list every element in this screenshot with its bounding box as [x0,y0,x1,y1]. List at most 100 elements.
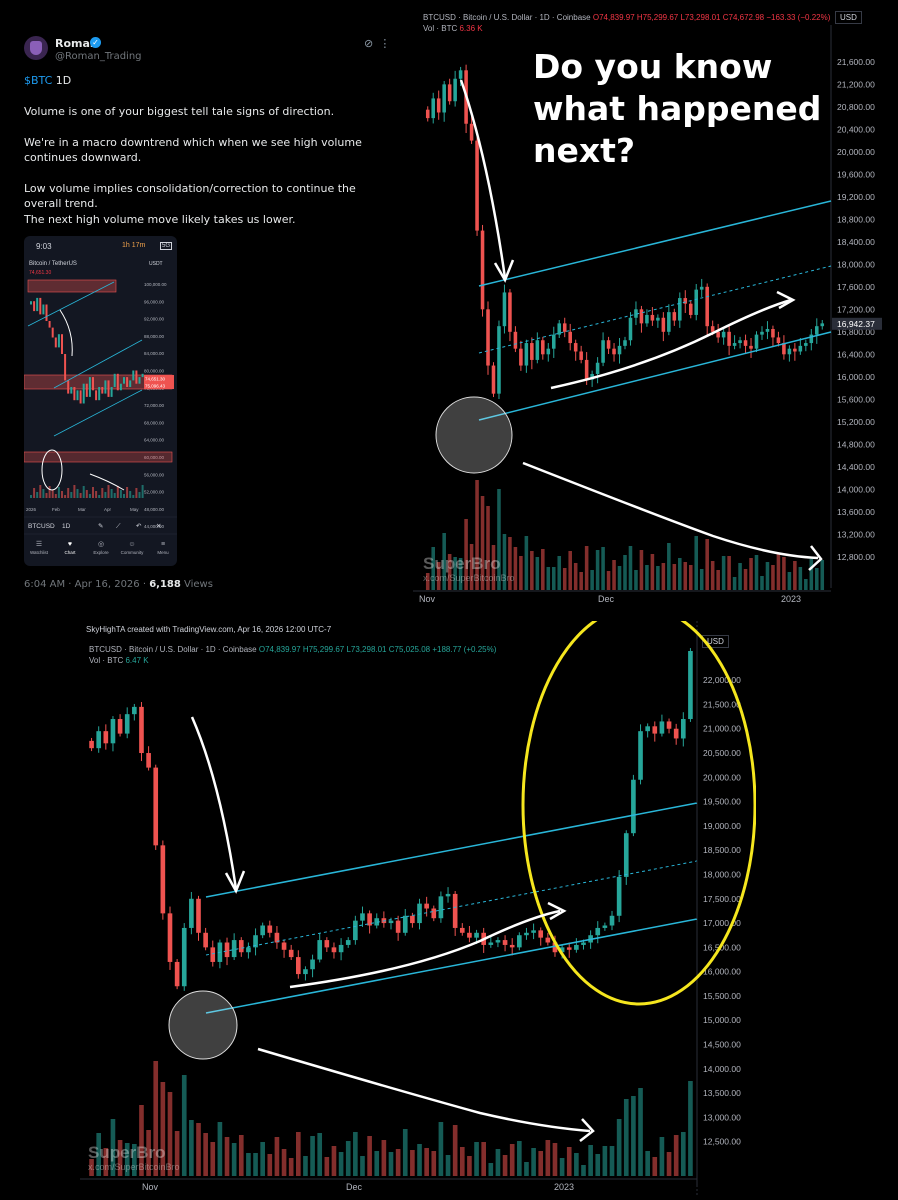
volume-bar [602,1146,608,1176]
candle-body [458,70,463,79]
x-tick-label: Dec [598,594,615,604]
candle-body [474,932,479,938]
grok-icon[interactable]: ⊘ [364,38,374,50]
volume-bar [181,1075,187,1176]
volume-bar [531,1148,536,1176]
volume-bar [652,1157,658,1176]
volume-bar [117,1140,123,1176]
volume-bar [502,1155,508,1176]
candle-body [453,78,457,102]
phone-timer: 1h 17m [122,242,146,249]
volume-bar [699,569,704,590]
candle-body [238,940,244,953]
y-tick-label: 20,000.00 [837,147,875,157]
phone-nav-label: Menu [157,550,169,555]
volume-bar [324,1157,330,1176]
phone-support-zone [24,451,173,463]
phone-volume-bar [126,487,129,498]
volume-bar [562,568,567,590]
candle-body [203,932,208,948]
phone-volume-bar [104,492,107,498]
volume-bar [488,1163,494,1176]
bottom-chart-panel[interactable]: SkyHighTA created with TradingView.com, … [80,621,756,1197]
candle-body [96,731,102,749]
candle-body [431,908,437,919]
candle-body [634,309,638,318]
candle-body [139,706,144,754]
more-options-icon[interactable]: ⋮ [379,38,391,50]
phone-candle [113,373,116,387]
candle-body [445,893,451,897]
y-tick-label: 13,000.00 [703,1112,741,1122]
volume-bar [601,547,605,590]
volume-bar [174,1131,180,1176]
cashtag-link[interactable]: $BTC [24,74,53,87]
volume-bar [738,563,742,590]
candle-body [545,937,551,943]
top-chart-panel[interactable]: BTCUSD · Bitcoin / U.S. Dollar · 1D · Co… [413,8,882,610]
candle-body [793,348,797,352]
phone-candle [138,377,141,384]
candle-body [683,298,688,304]
candle-body [181,927,187,987]
y-tick-label: 12,500.00 [703,1137,741,1147]
candle-body [535,340,540,360]
volume-bar [588,1145,593,1176]
candle-body [771,328,775,338]
author-handle[interactable]: @Roman_Trading [55,51,142,62]
volume-bar [535,557,540,590]
phone-resistance-zone [27,279,117,293]
candle-body [425,109,430,119]
volume-bar [124,1143,130,1176]
phone-screenshot[interactable]: 9:03 1h 17m 5G Bitcoin / TetherUS USDT 7… [24,236,177,566]
volume-arrow-head [808,545,823,571]
volume-bar [495,1149,501,1176]
candle-body [260,925,265,936]
candle-body [716,331,720,338]
phone-x-tick: May [130,507,139,512]
volume-bar [310,1136,315,1176]
phone-undo-icon: ↶ [136,523,142,530]
author-name[interactable]: Roman [55,37,98,50]
y-tick-label: 14,400.00 [837,462,875,472]
candle-body [616,876,622,916]
phone-y-tick: 44,000.00 [144,524,165,529]
candle-body [546,348,551,355]
phone-candle [67,380,70,394]
candle-body [117,719,123,734]
candle-body [502,292,507,327]
x-tick-label: Dec [346,1182,363,1192]
volume-bar [672,564,677,590]
candle-body [224,942,230,958]
volume-bar [402,1129,408,1176]
top-currency-button[interactable]: USD [835,11,862,24]
phone-status-time: 9:03 [36,242,52,251]
phone-nav-icon: ≡ [161,541,165,548]
volume-bar [631,1096,636,1176]
volume-bar [453,557,457,590]
views-count: 6,188 [149,579,181,590]
candle-body [475,140,479,231]
candle-body [760,331,764,335]
bottom-chart-header: BTCUSD · Bitcoin / U.S. Dollar · 1D · Co… [89,645,496,654]
volume-bar [480,496,485,590]
tweet-timestamp[interactable]: 6:04 AM · Apr 16, 2026 · [24,579,150,590]
up-arrow-curve [550,298,792,390]
phone-price-line: 74,651.30 [29,270,52,276]
volume-bar [475,480,479,590]
avatar[interactable] [24,36,48,60]
y-tick-label: 17,200.00 [837,304,875,314]
volume-bar [438,1122,444,1176]
y-tick-label: 14,000.00 [703,1064,741,1074]
phone-volume-bar [138,492,141,498]
y-tick-label: 18,000.00 [837,259,875,269]
phone-candle [132,370,135,381]
candle-body [353,920,358,941]
volume-bar [139,1105,144,1176]
up-arrow-curve [289,909,561,989]
candle-body [360,913,365,921]
phone-candle [129,380,132,387]
volume-bar [458,558,463,590]
candle-body [541,340,545,355]
phone-nav-label: Watchlist [30,550,49,555]
